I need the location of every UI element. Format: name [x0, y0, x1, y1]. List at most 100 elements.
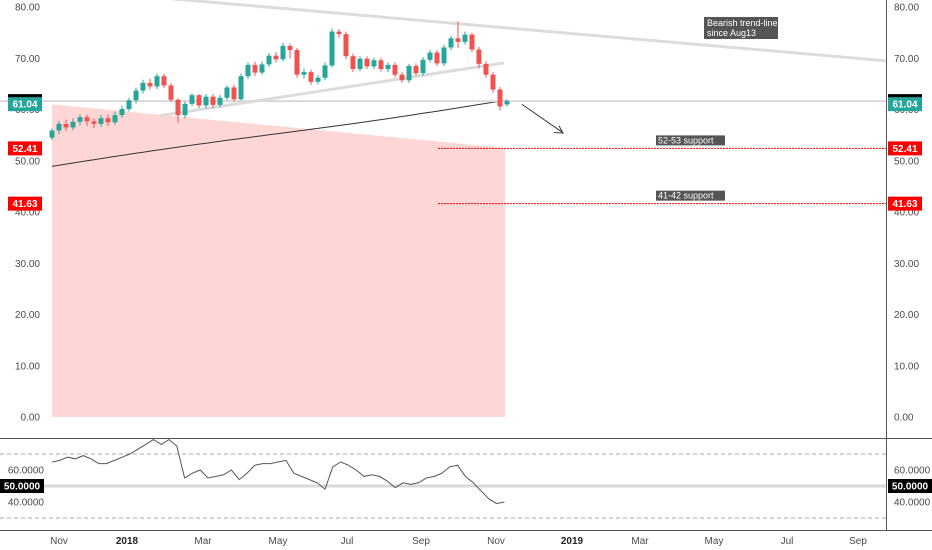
candle-body [497, 89, 503, 107]
time-axis: Nov 2018 Mar May Jul Sep Nov 2019 Mar May Jul Sep [50, 536, 867, 547]
price-tick-left: 20.00 [15, 310, 40, 321]
candle-body [238, 76, 244, 100]
time-tick: Nov [50, 536, 68, 547]
candle-body [203, 96, 209, 106]
candle-body [392, 64, 398, 75]
candle-body [133, 90, 139, 101]
candle-body [70, 121, 76, 128]
candle-body [49, 130, 55, 138]
price-tick-right: 50.00 [894, 156, 919, 167]
time-tick: Jul [341, 536, 354, 547]
rsi-mid-label-bg-left [0, 479, 44, 493]
price-tick-right: 70.00 [894, 54, 919, 65]
candle-body [189, 95, 195, 104]
time-tick: 2018 [116, 536, 139, 547]
candle-body [168, 85, 174, 100]
rsi-line [51, 438, 505, 505]
price-tick-left: 0.00 [21, 413, 41, 424]
candle-body [357, 58, 363, 70]
time-tick: Mar [194, 536, 212, 547]
candle-body [175, 99, 181, 116]
price-label-left-1: 61.04 [12, 100, 37, 111]
candle-body [406, 65, 412, 81]
time-tick: Sep [849, 536, 867, 547]
candle-body [259, 64, 265, 73]
candle-body [476, 49, 482, 64]
rsi-mid-label-left: 50.0000 [4, 482, 41, 493]
candle-body [315, 77, 321, 82]
candle-body [105, 118, 111, 123]
candle-body [413, 65, 419, 74]
price-label-right-1: 61.04 [892, 100, 917, 111]
projection-zone [52, 104, 505, 417]
bearish-note-bg [704, 17, 778, 39]
price-label-bg-right-1 [888, 97, 922, 112]
candle-body [336, 31, 342, 35]
candle-body [385, 64, 391, 70]
candle-body [63, 123, 69, 128]
candle-body [154, 76, 160, 87]
price-tick-right: 10.00 [894, 361, 919, 372]
rsi-panel: 60.0000 60.0000 40.0000 40.0000 50.0000 50.00… [0, 438, 932, 519]
candle-body [399, 74, 405, 81]
candle-body [343, 34, 349, 57]
candle-body [224, 87, 230, 98]
candle-body [217, 97, 223, 105]
price-label-right-2: 52.41 [892, 144, 917, 155]
price-label-bg-left-3 [8, 196, 42, 211]
candle-body [91, 121, 97, 124]
time-tick: May [705, 536, 724, 547]
candle-body [112, 115, 118, 123]
candle-body [301, 72, 307, 75]
candle-body [119, 108, 125, 116]
candle-body [427, 52, 433, 60]
time-tick: 2019 [561, 536, 584, 547]
time-tick: Nov [487, 536, 505, 547]
candle-body [294, 50, 300, 75]
chart-frame [0, 0, 932, 531]
price-tick-right: 0.00 [894, 413, 914, 424]
price-level-lines [0, 100, 886, 205]
rsi-mid-label-right: 50.0000 [892, 482, 929, 493]
support-label-1: 52-53 support [658, 135, 714, 145]
price-label-left-2: 52.41 [12, 144, 37, 155]
price-tick-right: 80.00 [894, 3, 919, 14]
candle-body [329, 31, 335, 66]
price-label-bg-left-2 [8, 141, 42, 156]
price-tick-left: 80.00 [15, 3, 40, 14]
price-tick-right: 40.00 [894, 208, 919, 219]
rsi-tick-right: 40.0000 [894, 498, 931, 509]
bearish-trendline [168, 0, 887, 63]
candle-body [462, 34, 468, 42]
projection-arrow [521, 103, 563, 133]
candle-body [140, 82, 146, 91]
candle-body [280, 45, 286, 60]
candle-body [350, 56, 356, 70]
candle-body [56, 123, 62, 131]
candle-body [161, 76, 167, 86]
time-tick: Jul [781, 536, 794, 547]
price-tick-left: 50.00 [15, 156, 40, 167]
price-tick-left: 30.00 [15, 259, 40, 270]
candle-body [378, 60, 384, 70]
candle-body [287, 45, 293, 51]
candle-body [490, 74, 496, 90]
candle-body [469, 34, 475, 50]
candle-body [84, 117, 90, 122]
price-axis-right: 80.0070.0060.0050.0040.0030.0020.0010.00… [894, 3, 919, 424]
candle-body [420, 59, 426, 74]
price-label-bg-right-2 [888, 141, 922, 156]
price-label-bg-left-1 [8, 97, 42, 112]
candle-body [245, 64, 251, 77]
bearish-note-line-0: Bearish trend-line [707, 18, 778, 28]
moving-average-line [51, 99, 508, 167]
candlestick-series [49, 21, 510, 141]
candle-body [273, 55, 279, 60]
candle-body [483, 63, 489, 75]
candle-body [126, 100, 132, 109]
rsi-tick-left: 40.0000 [8, 498, 45, 509]
rising-trendline [159, 61, 505, 118]
price-tick-left: 70.00 [15, 54, 40, 65]
